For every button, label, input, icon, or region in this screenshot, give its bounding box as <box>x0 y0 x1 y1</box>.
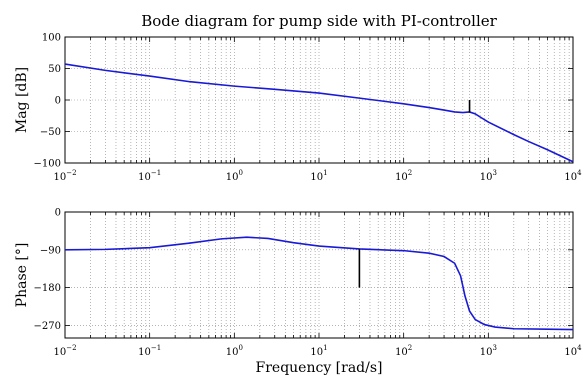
chart-title: Bode diagram for pump side with PI-contr… <box>141 12 497 30</box>
x-tick-label: 104 <box>564 169 582 183</box>
x-tick-label: 103 <box>480 344 497 358</box>
y-tick-label: −270 <box>34 321 61 332</box>
phase-x-tick-labels: 10−2 10−1 100 101 102 103 104 <box>53 344 582 358</box>
magnitude-x-tick-labels: 10−2 10−1 100 101 102 103 104 <box>53 169 582 183</box>
magnitude-y-axis-label: Mag [dB] <box>14 67 30 133</box>
phase-y-axis-label: Phase [°] <box>14 243 30 308</box>
magnitude-grid <box>65 37 573 163</box>
phase-grid <box>65 212 573 338</box>
x-tick-label: 10−1 <box>138 344 161 358</box>
magnitude-ticks <box>65 36 573 164</box>
x-axis-label: Frequency [rad/s] <box>256 360 383 376</box>
y-tick-label: −90 <box>40 245 61 256</box>
magnitude-panel: 100 50 0 −50 −100 10−2 10−1 100 101 102 103 104 Ma… <box>14 33 582 184</box>
magnitude-curve <box>64 63 574 163</box>
x-tick-label: 102 <box>395 344 412 358</box>
x-tick-label: 10−2 <box>53 344 76 358</box>
phase-y-tick-labels: 0 −90 −180 −270 <box>34 208 61 332</box>
phase-ticks <box>65 211 573 338</box>
x-tick-label: 102 <box>395 169 412 183</box>
magnitude-y-tick-labels: 100 50 0 −50 −100 <box>34 33 61 170</box>
y-tick-label: 0 <box>55 96 61 107</box>
phase-curve <box>64 236 574 331</box>
phase-panel: 0 −90 −180 −270 10−2 10−1 100 101 102 103 104 Pha… <box>14 208 582 359</box>
y-tick-label: 0 <box>55 208 61 219</box>
x-tick-label: 100 <box>226 169 243 183</box>
y-tick-label: −180 <box>34 283 61 294</box>
y-tick-label: 50 <box>48 64 61 75</box>
x-tick-label: 100 <box>226 344 243 358</box>
y-tick-label: −100 <box>34 159 61 170</box>
x-tick-label: 10−2 <box>53 169 76 183</box>
x-tick-label: 104 <box>564 344 582 358</box>
y-tick-label: −50 <box>40 127 61 138</box>
x-tick-label: 101 <box>310 169 327 183</box>
x-tick-label: 101 <box>310 344 327 358</box>
x-tick-label: 10−1 <box>138 169 161 183</box>
y-tick-label: 100 <box>42 33 61 44</box>
x-tick-label: 103 <box>480 169 497 183</box>
